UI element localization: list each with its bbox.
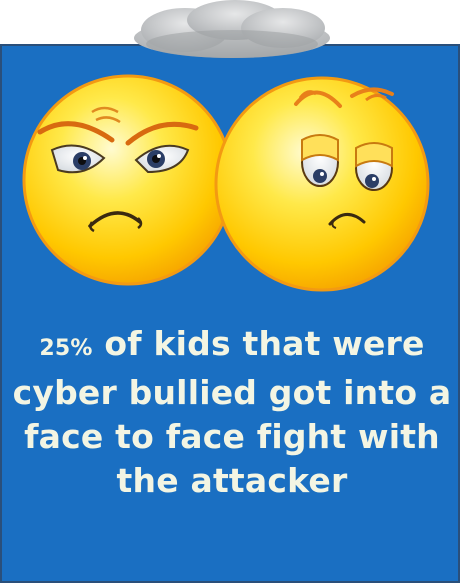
statistic-text: of kids that were cyber bullied got into… (12, 324, 452, 500)
angry-face-icon (22, 74, 234, 286)
illustration (22, 0, 430, 292)
sad-face-icon (214, 76, 430, 292)
statistic-percent: 25% (39, 336, 93, 361)
cloud-icon (134, 0, 330, 58)
statistic-caption: 25% of kids that were cyber bullied got … (6, 322, 458, 503)
